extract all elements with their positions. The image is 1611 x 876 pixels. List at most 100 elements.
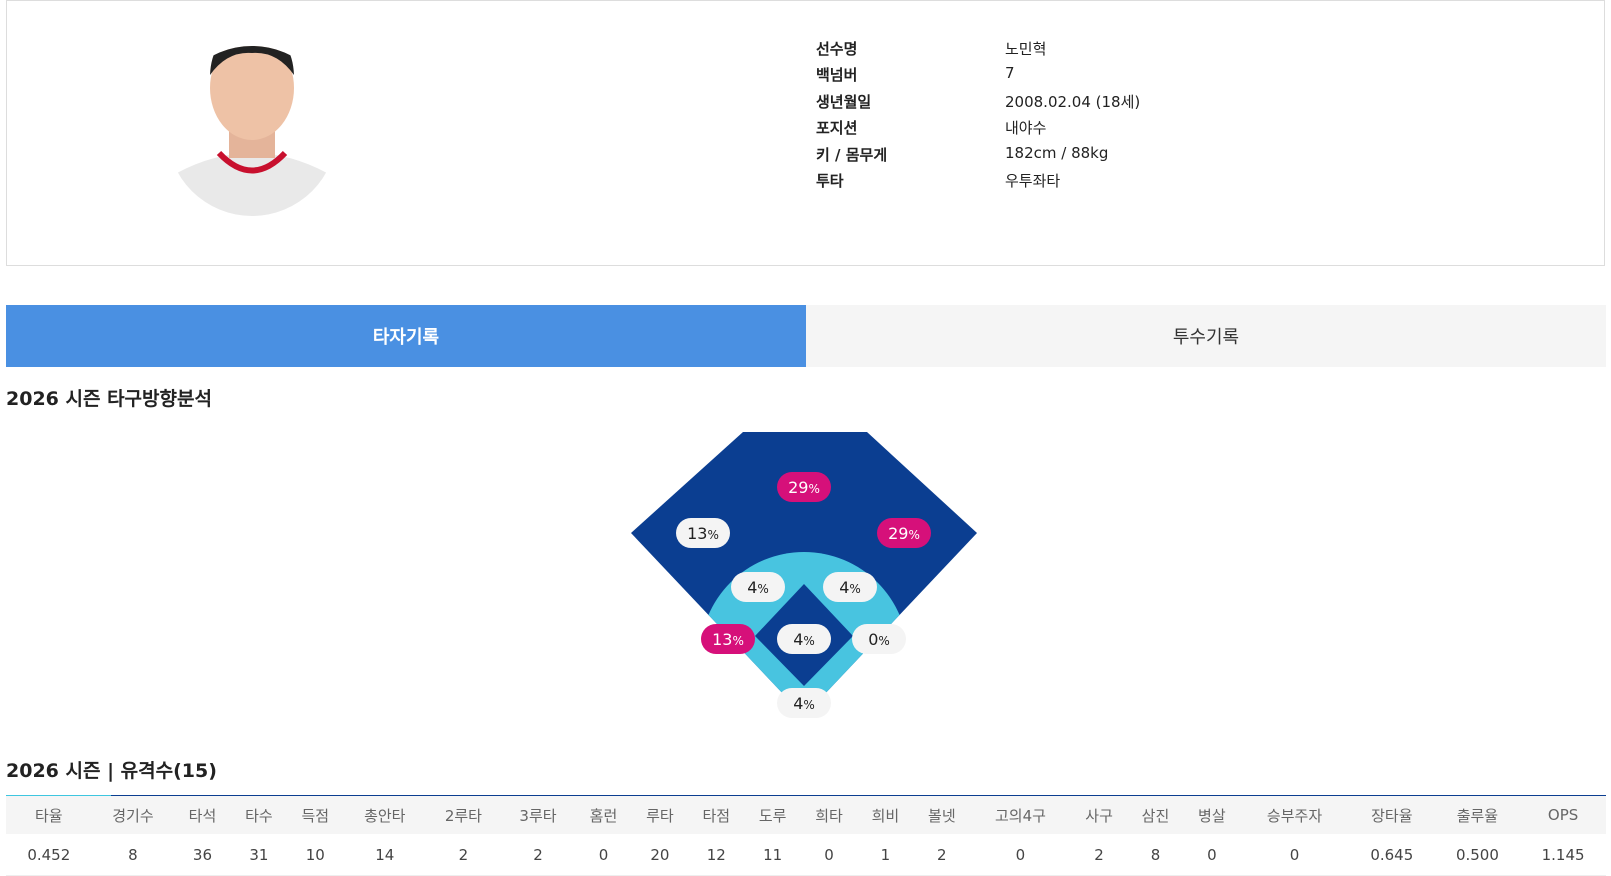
- table-header: 희비: [857, 796, 914, 834]
- zone-label: 0%: [868, 630, 890, 649]
- table-cell: 1.145: [1520, 834, 1606, 876]
- info-label: 선수명: [816, 40, 858, 58]
- table-cell: 36: [174, 834, 231, 876]
- table-header: 경기수: [91, 796, 175, 834]
- table-cell: 0: [800, 834, 858, 876]
- zone-pill: [852, 624, 906, 654]
- table-cell: 31: [230, 834, 288, 876]
- percent-sign: %: [808, 482, 819, 496]
- info-label: 포지션: [816, 119, 858, 137]
- table-cell: 0: [575, 834, 632, 876]
- info-value: 182cm / 88kg: [1005, 144, 1109, 162]
- table-cell: 10: [287, 834, 344, 876]
- tabs: 타자기록 투수기록: [6, 305, 1606, 367]
- info-label: 백넘버: [816, 66, 858, 84]
- percent-sign: %: [803, 698, 814, 712]
- table-header: 2루타: [426, 796, 501, 834]
- zone-label: 4%: [793, 630, 815, 649]
- table-header: 삼진: [1127, 796, 1184, 834]
- table-cell: 11: [744, 834, 801, 876]
- table-header: 타수: [230, 796, 288, 834]
- zone-pill: [823, 572, 877, 602]
- zone-value: 4: [747, 578, 757, 597]
- profile-card: NC: [6, 0, 1605, 266]
- zone-label: 29%: [788, 478, 820, 497]
- table-cell: 0: [970, 834, 1071, 876]
- table-cell: 2: [426, 834, 501, 876]
- table-header: 득점: [287, 796, 344, 834]
- zone-value: 29: [788, 478, 808, 497]
- table-cell: 12: [688, 834, 745, 876]
- table-header: 타석: [174, 796, 231, 834]
- player-photo: NC: [167, 46, 337, 252]
- table-cell: 0: [1183, 834, 1241, 876]
- table-cell: 0.452: [6, 834, 92, 876]
- zone-label: 4%: [793, 694, 815, 713]
- table-header: 희타: [800, 796, 858, 834]
- svg-text:NC: NC: [217, 222, 258, 252]
- table-cell: 1: [857, 834, 914, 876]
- zone-label: 13%: [687, 524, 719, 543]
- table-cell: 2: [1070, 834, 1128, 876]
- zone-value: 4: [793, 630, 803, 649]
- table-header: 병살: [1183, 796, 1241, 834]
- table-cell: 0: [1240, 834, 1349, 876]
- percent-sign: %: [707, 528, 718, 542]
- zone-label: 29%: [888, 524, 920, 543]
- zone-label: 13%: [712, 630, 744, 649]
- zone-label: 4%: [839, 578, 861, 597]
- zone-value: 29: [888, 524, 908, 543]
- info-label: 투타: [816, 172, 844, 190]
- percent-sign: %: [849, 582, 860, 596]
- percent-sign: %: [803, 634, 814, 648]
- info-value: 7: [1005, 64, 1015, 82]
- zone-pill: [701, 624, 755, 654]
- percent-sign: %: [878, 634, 889, 648]
- table-cell: 2: [913, 834, 971, 876]
- zone-pill: [731, 572, 785, 602]
- zone-pill: [777, 688, 831, 718]
- zone-value: 4: [839, 578, 849, 597]
- table-header: 볼넷: [913, 796, 971, 834]
- info-label: 생년월일: [816, 93, 872, 111]
- table-header: 승부주자: [1240, 796, 1349, 834]
- percent-sign: %: [908, 528, 919, 542]
- tab[interactable]: 타자기록: [6, 305, 806, 367]
- zone-value: 13: [712, 630, 732, 649]
- zone-pill: [777, 624, 831, 654]
- tab[interactable]: 투수기록: [806, 305, 1606, 367]
- table-header: 출루율: [1434, 796, 1521, 834]
- info-value: 내야수: [1005, 119, 1047, 137]
- table-header: 홈런: [575, 796, 632, 834]
- table-cell: 14: [343, 834, 427, 876]
- zone-value: 0: [868, 630, 878, 649]
- table-cell: 20: [631, 834, 689, 876]
- table-header: OPS: [1520, 796, 1606, 834]
- table-cell: 2: [500, 834, 576, 876]
- zone-value: 4: [793, 694, 803, 713]
- table-header: 장타율: [1349, 796, 1435, 834]
- field-diagram: 29%13% 29%4% 4%13% 4% 0%4%: [631, 432, 977, 718]
- info-value: 2008.02.04 (18세): [1005, 93, 1141, 111]
- percent-sign: %: [732, 634, 743, 648]
- zone-pill: [877, 518, 931, 548]
- zone-pill: [676, 518, 730, 548]
- table-header: 사구: [1070, 796, 1128, 834]
- table-header: 총안타: [343, 796, 427, 834]
- table-header: 타율: [6, 796, 92, 834]
- table-cell: 0.645: [1349, 834, 1435, 876]
- table-cell: 8: [1127, 834, 1184, 876]
- info-label: 키 / 몸무게: [816, 146, 888, 164]
- stats-table: 타율 경기수 타석 타수 득점 총안타 2루타 3루타 홈런 루타 타점 도루 희타 희비 볼넷 고의4구 사구…: [6, 796, 1606, 876]
- info-value: 우투좌타: [1005, 172, 1061, 190]
- table-cell: 0.500: [1434, 834, 1521, 876]
- zone-label: 4%: [747, 578, 769, 597]
- zone-pill: [777, 472, 831, 502]
- zone-value: 13: [687, 524, 707, 543]
- section-title: 2026 시즌 | 유격수(15): [6, 760, 217, 782]
- table-header: 3루타: [500, 796, 576, 834]
- table-header: 루타: [631, 796, 689, 834]
- table-cell: 8: [91, 834, 175, 876]
- table-header: 고의4구: [970, 796, 1071, 834]
